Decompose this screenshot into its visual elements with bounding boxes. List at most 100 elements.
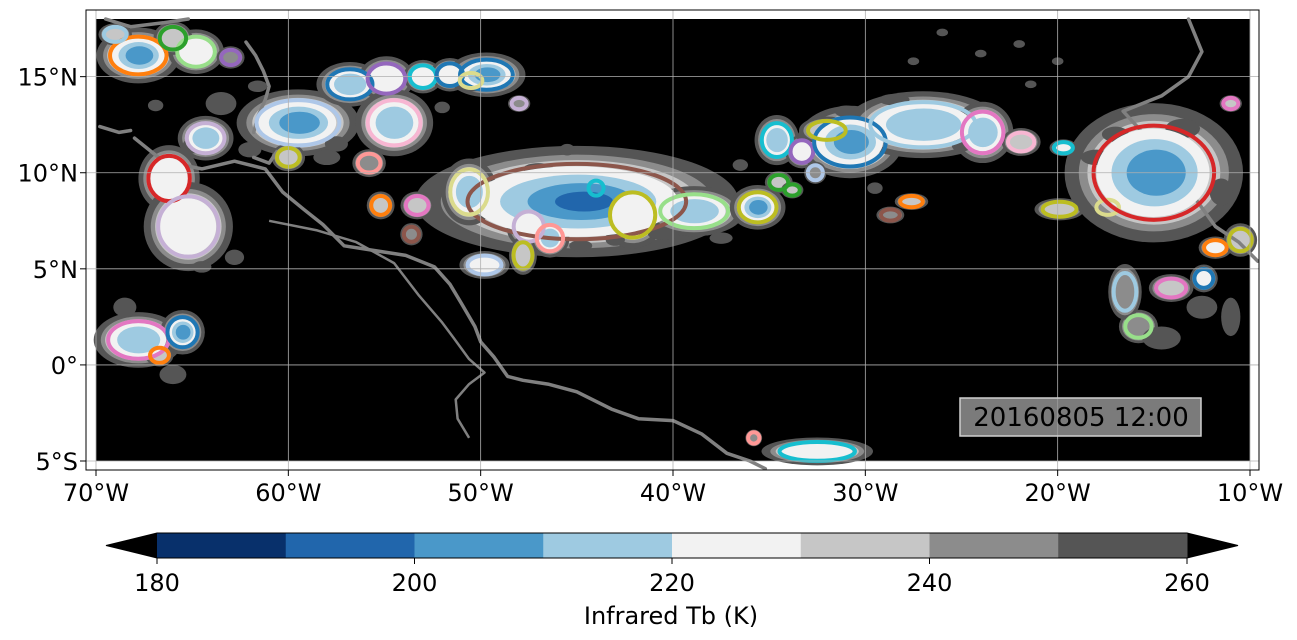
cluster-outline <box>101 24 129 44</box>
cluster-outline <box>365 98 423 148</box>
cluster-outline <box>184 121 227 156</box>
cluster-outline <box>759 121 794 160</box>
cloud-halo <box>1227 227 1253 253</box>
cloud-fragment <box>147 99 164 112</box>
cloud-fragment <box>313 149 341 166</box>
cloud-level <box>791 140 813 163</box>
cluster-outline <box>586 178 606 198</box>
cluster-outline <box>767 172 791 192</box>
cloud-level <box>670 199 719 224</box>
cluster-outline <box>457 70 485 91</box>
y-tick-label: 10°N <box>18 160 79 188</box>
coastline-segment <box>103 17 191 29</box>
cloud-level <box>468 256 501 274</box>
cloud-halo <box>512 240 534 270</box>
cluster-outline <box>219 47 243 67</box>
cloud-level <box>117 326 161 354</box>
cluster-outline <box>157 24 189 52</box>
cloud-fragment <box>834 105 858 118</box>
cloud-fragment <box>709 232 733 244</box>
colorbar-tick-label: 260 <box>1164 569 1210 597</box>
x-tick-label: 20°W <box>1025 479 1091 507</box>
cloud-fragment <box>732 159 749 171</box>
x-tick-label: 70°W <box>63 479 129 507</box>
y-tick-label: 5°N <box>33 256 78 284</box>
cloud-level <box>885 108 962 141</box>
cluster-outline <box>465 161 689 242</box>
cloud-level <box>279 111 320 134</box>
cloud-halo <box>1006 131 1036 153</box>
cluster-outline <box>175 34 217 69</box>
y-tick-label: 15°N <box>18 64 79 92</box>
coastline-segment <box>251 149 279 165</box>
cluster-outline <box>898 193 925 210</box>
cloud-fragment <box>324 136 348 152</box>
cloud-fragment <box>936 28 949 37</box>
cloud-fragment <box>867 182 883 194</box>
cluster-outline <box>365 61 408 96</box>
x-tick-label: 40°W <box>640 479 706 507</box>
gridlines <box>86 10 1259 470</box>
colorbar-segment <box>672 533 802 558</box>
cluster-outline <box>534 222 566 254</box>
cluster-outline <box>782 182 802 198</box>
coastline-segment <box>98 124 133 135</box>
cluster-outline <box>788 138 816 165</box>
cloud-level <box>375 106 414 139</box>
colorbar-segment <box>285 533 415 558</box>
cluster-outline <box>403 193 431 217</box>
cloud-level <box>555 191 614 212</box>
x-tick-label: 10°W <box>1217 479 1283 507</box>
colorbar-tick-label: 240 <box>907 569 953 597</box>
timestamp-label: 20160805 12:00 <box>973 403 1189 433</box>
cluster-outline <box>868 100 978 150</box>
cloud-fragment <box>1013 40 1025 48</box>
cluster-outline <box>1154 276 1189 300</box>
cluster-outline <box>148 345 171 365</box>
colorbar-segment <box>414 533 544 558</box>
colorbar-under-arrow <box>106 533 157 558</box>
colorbar-tick-label: 200 <box>392 569 438 597</box>
colorbar-segment <box>157 533 287 558</box>
cluster-outline <box>1202 238 1229 258</box>
cloud-fragment <box>1142 326 1181 350</box>
timestamp-background <box>959 397 1202 437</box>
axis-ticks: 70°W 60°W 50°W 40°W 30°W 20°W 10°W 15°N 10°N 5°N 0… <box>18 64 1284 507</box>
cloud-fragment <box>1221 297 1241 337</box>
cloud-level <box>437 64 463 86</box>
cluster-outline <box>448 167 490 217</box>
cloud-level <box>1054 142 1073 154</box>
cloud-level <box>781 442 853 461</box>
cluster-outline <box>658 192 731 231</box>
cloud-fragment <box>192 261 212 273</box>
colorbar-over-arrow <box>1187 533 1238 558</box>
cloud-level <box>1194 269 1213 288</box>
cluster-outline <box>736 190 779 225</box>
cloud-fragment <box>247 80 268 93</box>
cluster-outline <box>369 193 393 217</box>
cloud-fragment <box>907 57 920 66</box>
cluster-outline <box>1221 95 1241 112</box>
cloud-halo <box>404 195 430 216</box>
cluster-outline <box>509 95 529 112</box>
cluster-outline <box>746 430 762 446</box>
cluster-outline <box>401 224 421 244</box>
colorbar: 180 200 220 240 260 <box>105 532 1239 597</box>
cluster-outline <box>1227 226 1254 254</box>
ir-cold-cores <box>109 37 1226 461</box>
cluster-outline <box>1094 197 1121 217</box>
cloud-level <box>125 46 154 65</box>
cloud-fragment <box>113 297 137 317</box>
colorbar-segment <box>929 533 1059 558</box>
cloud-fragment <box>1024 80 1037 89</box>
cloud-level <box>368 64 404 93</box>
cluster-outline <box>1040 199 1079 219</box>
y-tick-label: 0° <box>51 352 78 380</box>
cluster-outline <box>156 194 221 259</box>
cluster-outline <box>878 207 902 223</box>
cloud-fragment <box>974 49 987 58</box>
colorbar-tick-label: 220 <box>649 569 695 597</box>
cloud-level <box>833 129 869 154</box>
cluster-outline <box>465 253 504 277</box>
